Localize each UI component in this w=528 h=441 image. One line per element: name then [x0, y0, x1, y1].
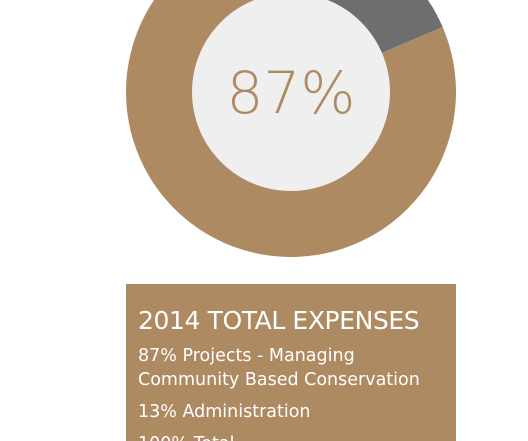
donut-hole	[192, 0, 390, 191]
center-percentage-label: 87%	[227, 59, 356, 127]
expenses-title: 2014 TOTAL EXPENSES	[138, 306, 420, 335]
expenses-summary-card: 2014 TOTAL EXPENSES 87% Projects - Manag…	[126, 284, 456, 441]
expense-line-projects: 87% Projects - Managing Community Based …	[138, 346, 420, 390]
donut-chart: 87%	[126, 0, 456, 257]
expense-line-administration: 13% Administration	[138, 402, 311, 422]
expense-line-total: 100% Total	[138, 432, 444, 441]
